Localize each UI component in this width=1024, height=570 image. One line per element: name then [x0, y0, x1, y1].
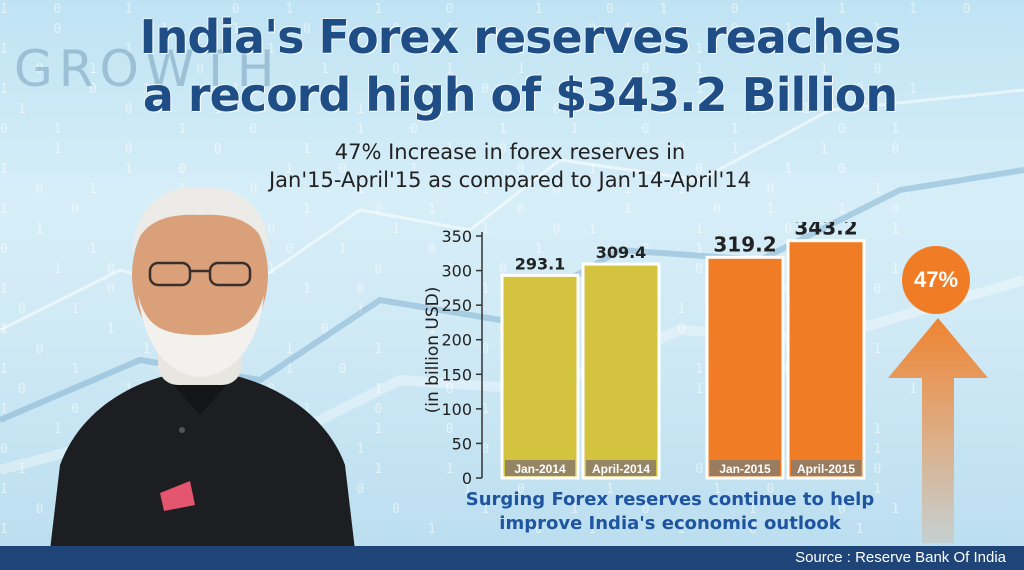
percent-badge: 47%: [902, 246, 970, 314]
bar-category-band: [710, 460, 780, 476]
background-word: GROWTH: [14, 40, 281, 98]
y-tick-label: 350: [441, 227, 472, 246]
bar-chart: 0 50 100 150 200 250 300 350 Jan-2014 293.1 April…: [423, 222, 866, 488]
bar: [705, 255, 785, 480]
source-text: Source : Reserve Bank Of India: [795, 549, 1006, 566]
footer-note-line-2: improve India's economic outlook: [499, 513, 841, 534]
x-category-label: Jan-2014: [514, 462, 566, 476]
bar-category-band: [586, 460, 656, 476]
bar: [581, 262, 661, 480]
y-tick-label: 250: [441, 296, 472, 315]
subtitle-line-2: Jan'15-April'15 as compared to Jan'14-Ap…: [268, 168, 751, 192]
subtitle-line-1: 47% Increase in forex reserves in: [334, 140, 686, 164]
bar: [786, 239, 866, 480]
bar-value-label: 293.1: [515, 254, 566, 273]
bar-value-label: 343.2: [794, 222, 857, 240]
x-category-label: April-2015: [797, 462, 855, 476]
footer-note: Surging Forex reserves continue to help …: [430, 488, 910, 536]
subtitle: 47% Increase in forex reserves in Jan'15…: [240, 138, 780, 194]
bar: [500, 273, 580, 480]
person-photo: [50, 186, 355, 550]
bar-value-label: 319.2: [713, 232, 776, 256]
title-line-1: India's Forex reserves reaches: [139, 10, 901, 64]
x-category-label: April-2014: [592, 462, 650, 476]
x-category-label: Jan-2015: [719, 462, 771, 476]
y-tick-label: 100: [441, 400, 472, 419]
y-tick-label: 300: [441, 262, 472, 281]
bar-category-band: [505, 460, 575, 476]
percent-badge-text: 47%: [913, 267, 959, 292]
y-tick-label: 200: [441, 331, 472, 350]
y-tick-label: 0: [462, 469, 472, 488]
y-tick-label: 150: [441, 365, 472, 384]
footer-note-line-1: Surging Forex reserves continue to help: [465, 489, 875, 510]
page-title: India's Forex reserves reaches a record …: [120, 8, 920, 124]
y-tick-label: 50: [452, 434, 472, 453]
bar-category-band: [791, 460, 861, 476]
up-arrow-icon: [888, 318, 988, 543]
y-axis-label: (in billion USD): [423, 287, 443, 414]
source-bar: Source : Reserve Bank Of India: [0, 546, 1024, 570]
title-line-2: a record high of $343.2 Billion: [142, 68, 898, 122]
bar-value-label: 309.4: [596, 243, 647, 262]
